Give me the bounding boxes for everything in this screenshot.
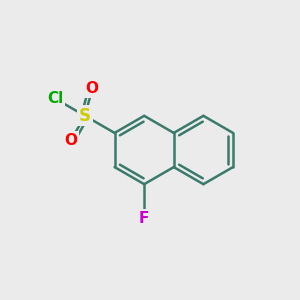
Text: Cl: Cl xyxy=(47,91,64,106)
Text: O: O xyxy=(86,81,99,96)
Text: O: O xyxy=(64,133,77,148)
Text: F: F xyxy=(139,211,149,226)
Text: S: S xyxy=(79,107,91,125)
